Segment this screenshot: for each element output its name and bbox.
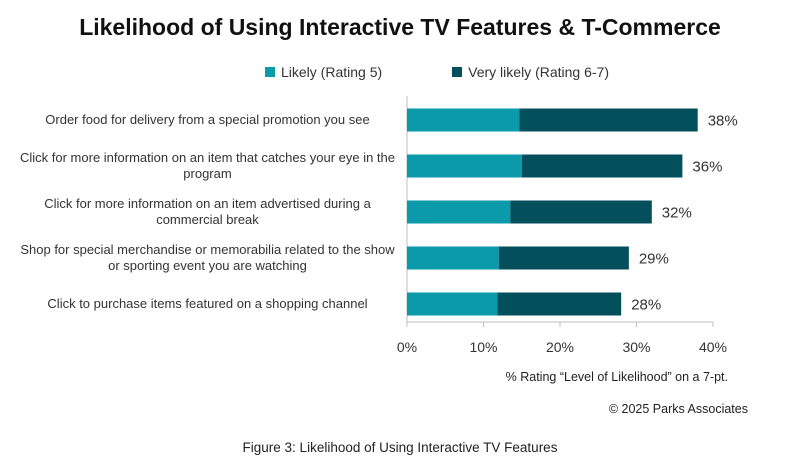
x-tick-label: 10% bbox=[469, 339, 497, 355]
x-tick-label: 30% bbox=[622, 339, 650, 355]
bar-likely bbox=[407, 292, 498, 316]
total-data-label: 28% bbox=[631, 297, 661, 314]
chart-title: Likelihood of Using Interactive TV Featu… bbox=[79, 14, 721, 40]
legend-swatch-likely bbox=[265, 67, 275, 77]
figure-caption: Figure 3: Likelihood of Using Interactiv… bbox=[242, 440, 558, 455]
category-label: Order food for delivery from a special p… bbox=[45, 112, 370, 127]
legend-item-very-likely: Very likely (Rating 6-7) bbox=[452, 64, 609, 80]
legend: Likely (Rating 5) Very likely (Rating 6-… bbox=[265, 64, 609, 80]
category-label: Click for more information on an item ad… bbox=[44, 196, 371, 227]
copyright-credit: © 2025 Parks Associates bbox=[608, 402, 748, 416]
total-data-label: 38% bbox=[708, 113, 738, 130]
bar-very-likely bbox=[497, 292, 622, 316]
bar-likely bbox=[407, 246, 499, 270]
x-tick-label: 20% bbox=[546, 339, 574, 355]
total-data-label: 32% bbox=[662, 205, 692, 222]
bar-very-likely bbox=[521, 154, 683, 178]
legend-swatch-very-likely bbox=[452, 67, 463, 77]
legend-label-likely: Likely (Rating 5) bbox=[281, 64, 383, 80]
total-data-label: 36% bbox=[692, 159, 722, 176]
legend-item-likely: Likely (Rating 5) bbox=[265, 64, 382, 80]
category-label: Shop for special merchandise or memorabi… bbox=[20, 242, 395, 273]
bar-likely bbox=[407, 108, 520, 132]
bar-very-likely bbox=[498, 246, 629, 270]
category-label: Click to purchase items featured on a sh… bbox=[47, 296, 368, 311]
legend-label-very-likely: Very likely (Rating 6-7) bbox=[468, 64, 609, 80]
bar-very-likely bbox=[510, 200, 652, 224]
bar-very-likely bbox=[519, 108, 698, 132]
category-label: Click for more information on an item th… bbox=[20, 150, 396, 181]
x-axis-label: % Rating “Level of Likelihood” on a 7-pt… bbox=[505, 370, 728, 384]
x-tick-label: 0% bbox=[397, 339, 417, 355]
bar-likely bbox=[407, 200, 511, 224]
bar-likely bbox=[407, 154, 522, 178]
x-tick-label: 40% bbox=[699, 339, 727, 355]
total-data-label: 29% bbox=[639, 251, 669, 268]
